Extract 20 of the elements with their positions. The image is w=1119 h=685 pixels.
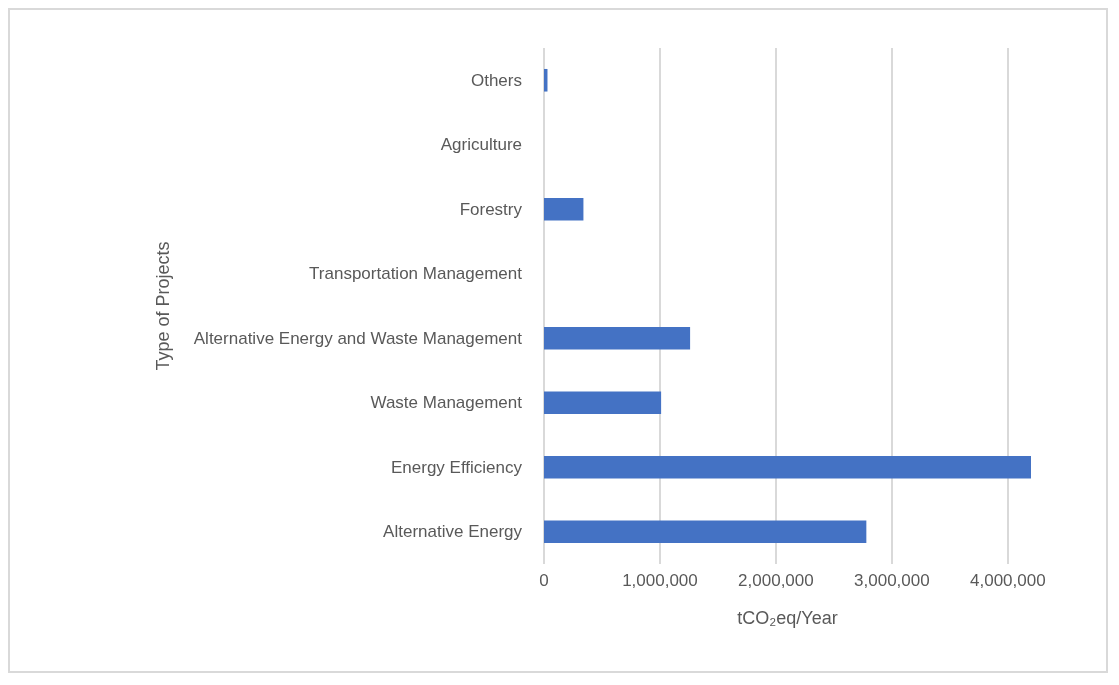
bar [544, 455, 1031, 479]
y-tick-label: Transportation Management [309, 264, 523, 284]
x-tick-label: 1,000,000 [622, 571, 698, 590]
bar [544, 520, 867, 544]
y-tick-label: Forestry [459, 199, 523, 219]
x-axis-title: tCO₂eq/Year [737, 608, 838, 628]
y-axis-title: Type of Projects [153, 241, 173, 371]
x-tick-label: 3,000,000 [854, 571, 930, 590]
x-tick-label: 0 [539, 571, 549, 590]
y-tick-label: Alternative Energy [383, 522, 523, 542]
bar [544, 326, 691, 350]
y-tick-label: Energy Efficiency [390, 457, 523, 477]
bar [544, 197, 584, 221]
y-tick-label: Agriculture [440, 135, 522, 155]
x-tick-label: 4,000,000 [969, 571, 1046, 590]
y-tick-label: Waste Management [370, 393, 523, 413]
y-tick-label: Alternative Energy and Waste Management [193, 328, 523, 348]
x-tick-label: 2,000,000 [738, 571, 814, 590]
bar [544, 391, 662, 415]
y-tick-label: Others [470, 70, 522, 90]
